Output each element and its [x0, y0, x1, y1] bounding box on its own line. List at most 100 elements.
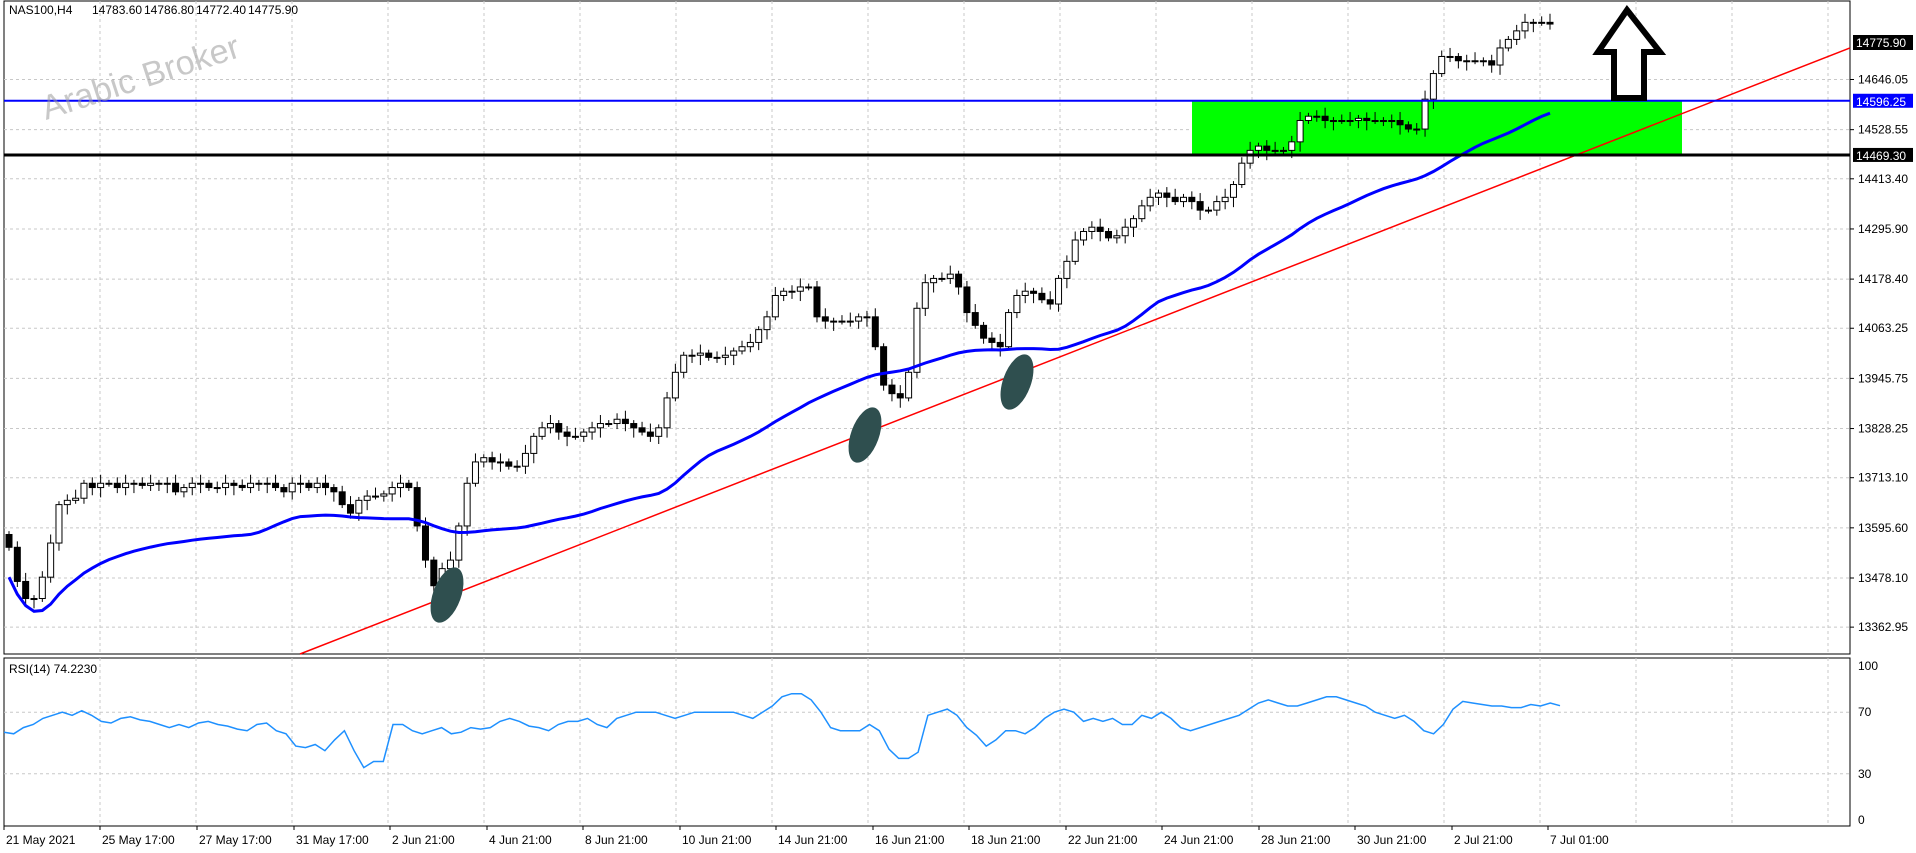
price-axis: 14646.05 14528.55 14413.40 14295.90 14178.40…: [1850, 73, 1908, 634]
candle-body: [988, 337, 996, 343]
candle-body: [1438, 55, 1446, 75]
candle-body: [22, 580, 30, 600]
candle-body: [1429, 73, 1437, 100]
candle-body: [1371, 120, 1379, 123]
candle-body: [197, 482, 205, 485]
up-arrow-icon: [1592, 4, 1667, 101]
candle-body: [671, 371, 679, 399]
candle-body: [1379, 120, 1387, 123]
candle-body: [1013, 294, 1021, 314]
candle-body: [930, 277, 938, 284]
candle-body: [1046, 299, 1054, 305]
y-tick-label: 14528.55: [1858, 123, 1908, 137]
x-tick-label: 31 May 17:00: [296, 833, 369, 847]
x-tick-label: 30 Jun 21:00: [1357, 833, 1427, 847]
candle-body: [596, 423, 604, 429]
x-tick-label: 24 Jun 21:00: [1164, 833, 1234, 847]
candle-body: [546, 423, 554, 429]
candle-body: [588, 427, 596, 433]
x-tick-label: 14 Jun 21:00: [778, 833, 848, 847]
candle-body: [813, 286, 821, 318]
candle-body: [755, 329, 763, 343]
y-tick-label: 14295.90: [1858, 222, 1908, 236]
candle-body: [1279, 149, 1287, 152]
rsi-tick-label: 30: [1858, 767, 1872, 781]
x-tick-label: 21 May 2021: [6, 833, 76, 847]
candle-body: [1096, 226, 1104, 232]
candle-body: [713, 356, 721, 359]
candle-body: [263, 482, 271, 485]
touch-marker: [430, 567, 464, 623]
x-tick-label: 22 Jun 21:00: [1068, 833, 1138, 847]
candle-body: [455, 525, 463, 561]
candle-body: [521, 452, 529, 467]
candle-body: [955, 273, 963, 288]
candle-body: [1254, 145, 1262, 151]
candle-body: [605, 423, 613, 426]
rsi-tick-label: 100: [1858, 659, 1878, 673]
rsi-line: [3, 692, 1561, 769]
candle-body: [1246, 149, 1254, 164]
ohlc-value: 14783.60: [92, 3, 142, 17]
candle-body: [513, 465, 521, 468]
candle-body: [421, 525, 429, 561]
x-tick-label: 2 Jun 21:00: [392, 833, 455, 847]
candle-body: [1496, 47, 1504, 66]
candle-body: [1463, 60, 1471, 63]
candle-body: [905, 371, 913, 399]
candle-body: [1271, 149, 1279, 152]
candle-body: [1538, 21, 1546, 24]
candle-body: [88, 482, 96, 489]
candle-body: [388, 487, 396, 495]
candle-body: [771, 294, 779, 318]
rsi-tick-label: 0: [1858, 813, 1865, 827]
candle-body: [788, 290, 796, 293]
main-plot-frame: [3, 0, 1851, 655]
candle-body: [913, 307, 921, 373]
candle-body: [80, 482, 88, 499]
x-tick-label: 18 Jun 21:00: [971, 833, 1041, 847]
candle-body: [30, 598, 38, 601]
candle-body: [338, 491, 346, 506]
candle-body: [1263, 145, 1271, 151]
level-label: 14469.30: [1856, 149, 1906, 163]
candle-body: [1346, 120, 1354, 123]
candle-body: [238, 484, 246, 489]
candle-body: [1038, 292, 1046, 301]
candle-body: [1471, 60, 1479, 63]
rsi-panel-frame: [3, 657, 1851, 827]
candle-body: [1088, 226, 1096, 232]
touch-markers-layer: [430, 354, 1034, 623]
candle-body: [330, 487, 338, 493]
candle-body: [971, 312, 979, 326]
candle-body: [13, 546, 21, 582]
y-tick-label: 14063.25: [1858, 321, 1908, 335]
candle-body: [530, 435, 538, 454]
candle-body: [288, 482, 296, 493]
candle-body: [821, 316, 829, 322]
candle-body: [105, 482, 113, 485]
candle-body: [5, 533, 13, 548]
candle-body: [921, 282, 929, 309]
candle-body: [1354, 117, 1362, 122]
touch-marker: [848, 407, 882, 463]
candle-body: [1421, 98, 1429, 130]
candle-body: [838, 320, 846, 323]
level-tag: [1853, 147, 1913, 162]
candle-body: [1113, 235, 1121, 239]
candle-body: [1288, 141, 1296, 151]
candle-body: [1138, 205, 1146, 220]
candle-body: [1155, 192, 1163, 198]
ohlc-value: 14772.40: [196, 3, 246, 17]
candle-body: [396, 482, 404, 489]
candle-body: [746, 341, 754, 348]
candle-body: [380, 493, 388, 497]
candle-body: [638, 427, 646, 433]
candle-body: [1121, 226, 1129, 237]
candle-body: [97, 482, 105, 489]
candle-body: [347, 504, 355, 514]
candle-body: [213, 487, 221, 490]
candle-body: [272, 482, 280, 489]
candle-body: [555, 423, 563, 433]
rsi-label: RSI(14) 74.2230: [9, 662, 97, 676]
